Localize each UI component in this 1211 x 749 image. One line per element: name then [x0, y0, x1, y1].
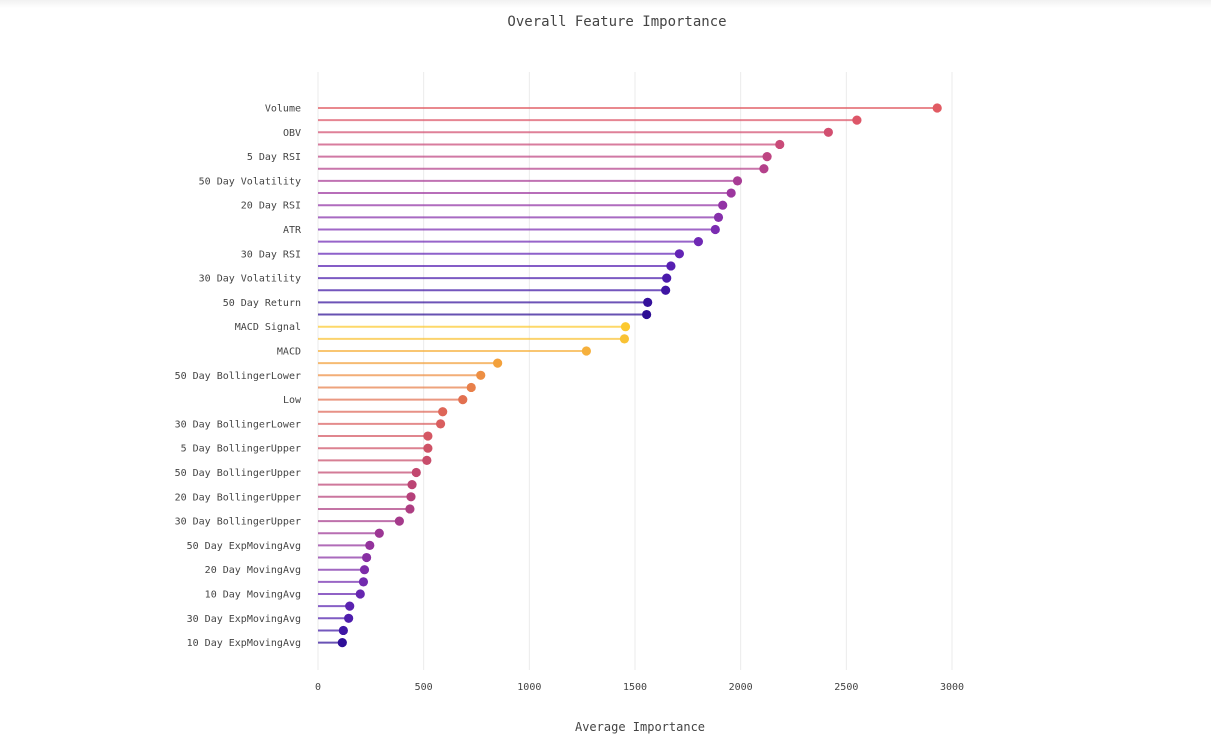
lollipop-dot	[344, 613, 354, 623]
y-tick-label: OBV	[283, 128, 301, 139]
y-tick-label: Volume	[265, 104, 301, 115]
y-tick-label: 30 Day BollingerUpper	[175, 517, 301, 528]
y-tick-label: 10 Day MovingAvg	[205, 590, 301, 601]
x-tick-label: 2500	[834, 682, 858, 693]
lollipop-dot	[338, 625, 348, 636]
stem-layer	[318, 107, 938, 644]
lollipop-dot	[337, 638, 347, 648]
x-tick-label: 1000	[517, 682, 541, 693]
y-tick-label: 20 Day MovingAvg	[205, 565, 301, 576]
lollipop-dot	[662, 273, 672, 283]
lollipop-dot	[466, 382, 476, 393]
lollipop-dot	[458, 395, 468, 405]
x-tick-label: 0	[315, 682, 321, 693]
lollipop-dot	[642, 309, 652, 320]
lollipop-dot	[394, 516, 404, 526]
y-tick-label: 50 Day Volatility	[199, 176, 301, 187]
y-tick-label: Low	[283, 395, 302, 406]
lollipop-dot	[581, 346, 591, 356]
lollipop-dot	[726, 188, 736, 198]
lollipop-dot	[374, 528, 384, 538]
lollipop-dot	[732, 176, 743, 186]
lollipop-dot	[407, 480, 417, 490]
y-tick-label: 30 Day BollingerLower	[175, 419, 301, 430]
lollipop-dot	[493, 358, 503, 368]
lollipop-dot	[423, 443, 433, 453]
y-tick-label: 50 Day Return	[223, 298, 301, 309]
lollipop-dot	[666, 261, 676, 271]
lollipop-dot	[710, 224, 720, 235]
y-tick-label: 50 Day BollingerLower	[175, 371, 301, 382]
lollipop-dot	[358, 577, 369, 587]
y-tick-label: 20 Day RSI	[241, 201, 301, 212]
y-tick-label: MACD	[277, 347, 301, 358]
lollipop-dot	[365, 540, 375, 551]
x-tick-label: 500	[415, 682, 433, 693]
lollipop-dot	[619, 334, 630, 344]
x-tick-labels: 0 500 1000 1500 2000 2500 3000	[315, 682, 964, 693]
lollipop-dot	[438, 407, 448, 417]
lollipop-dot	[713, 212, 724, 222]
y-tick-labels: Volume OBV 5 Day RSI 50 Day Volatility 20 Da…	[175, 104, 302, 650]
lollipop-dot	[693, 237, 704, 247]
lollipop-dot	[661, 285, 671, 295]
y-tick-label: 30 Day ExpMovingAvg	[187, 614, 301, 625]
y-tick-label: 50 Day BollingerUpper	[175, 468, 301, 479]
lollipop-dot	[718, 200, 728, 210]
dot-layer	[337, 103, 942, 648]
lollipop-dot	[674, 249, 684, 259]
lollipop-dot	[423, 431, 433, 441]
lollipop-dot	[405, 504, 415, 514]
lollipop-dot	[406, 492, 416, 502]
lollipop-dot	[411, 467, 421, 478]
y-tick-label: 20 Day BollingerUpper	[175, 492, 301, 503]
lollipop-dot	[932, 103, 942, 113]
chart-title: Overall Feature Importance	[507, 14, 726, 30]
lollipop-dot	[775, 139, 785, 150]
x-axis-title: Average Importance	[575, 720, 705, 734]
grid-layer	[317, 72, 953, 670]
lollipop-dot	[359, 565, 370, 575]
x-tick-label: 3000	[940, 682, 964, 693]
lollipop-dot	[355, 589, 365, 599]
lollipop-dot	[762, 152, 772, 162]
y-tick-label: 5 Day BollingerUpper	[181, 444, 301, 455]
y-tick-label: 10 Day ExpMovingAvg	[187, 638, 301, 649]
lollipop-dot	[345, 601, 355, 611]
lollipop-dot	[759, 164, 769, 174]
lollipop-dot	[620, 322, 631, 332]
lollipop-dot	[852, 115, 862, 125]
lollipop-dot	[435, 419, 446, 429]
y-tick-label: 30 Day Volatility	[199, 274, 301, 285]
lollipop-dot	[422, 455, 432, 465]
y-tick-label: 50 Day ExpMovingAvg	[187, 541, 301, 552]
y-tick-label: ATR	[283, 225, 302, 236]
x-tick-label: 2000	[729, 682, 753, 693]
lollipop-dot	[476, 370, 486, 380]
y-tick-label: 30 Day RSI	[241, 249, 301, 260]
lollipop-dot	[362, 552, 372, 563]
x-tick-label: 1500	[623, 682, 647, 693]
top-shade	[0, 0, 1211, 8]
y-tick-label: 5 Day RSI	[247, 152, 301, 163]
lollipop-dot	[643, 297, 653, 307]
y-tick-label: MACD Signal	[235, 322, 301, 333]
lollipop-dot	[823, 127, 833, 137]
